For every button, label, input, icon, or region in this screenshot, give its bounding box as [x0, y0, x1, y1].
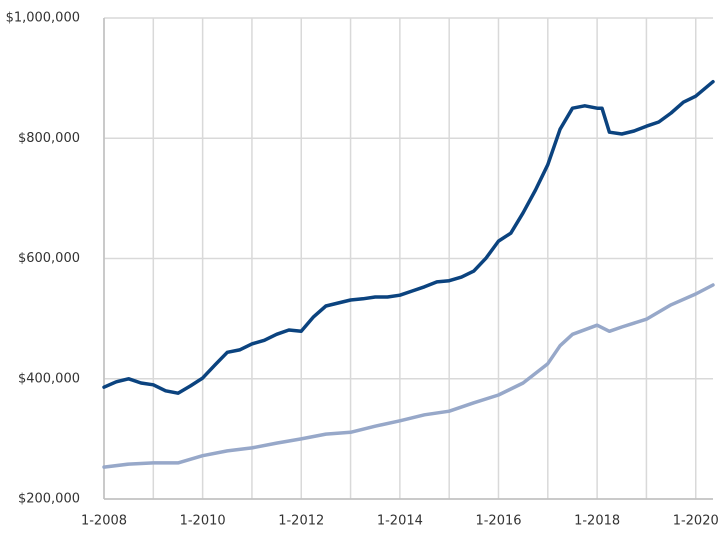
series-line [102, 79, 715, 395]
y-tick-label: $200,000 [18, 492, 80, 507]
x-tick-label: 1-2014 [377, 514, 423, 529]
x-tick-label: 1-2010 [180, 514, 226, 529]
x-tick-label: 1-2020 [673, 514, 719, 529]
y-tick-label: $600,000 [18, 251, 80, 266]
x-tick-label: 1-2012 [278, 514, 324, 529]
y-tick-label: $400,000 [18, 371, 80, 386]
y-tick-label: $800,000 [18, 131, 80, 146]
x-tick-label: 1-2016 [475, 514, 521, 529]
x-tick-label: 1-2018 [574, 514, 620, 529]
y-tick-label: $1,000,000 [6, 11, 80, 26]
series-line [102, 283, 715, 469]
x-tick-label: 1-2008 [81, 514, 127, 529]
